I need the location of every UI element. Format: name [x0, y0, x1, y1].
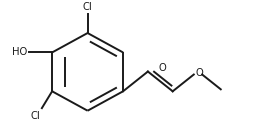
- Text: Cl: Cl: [31, 111, 41, 121]
- Text: Cl: Cl: [83, 2, 92, 12]
- Text: O: O: [195, 68, 203, 78]
- Text: HO: HO: [12, 47, 27, 57]
- Text: O: O: [159, 63, 167, 73]
